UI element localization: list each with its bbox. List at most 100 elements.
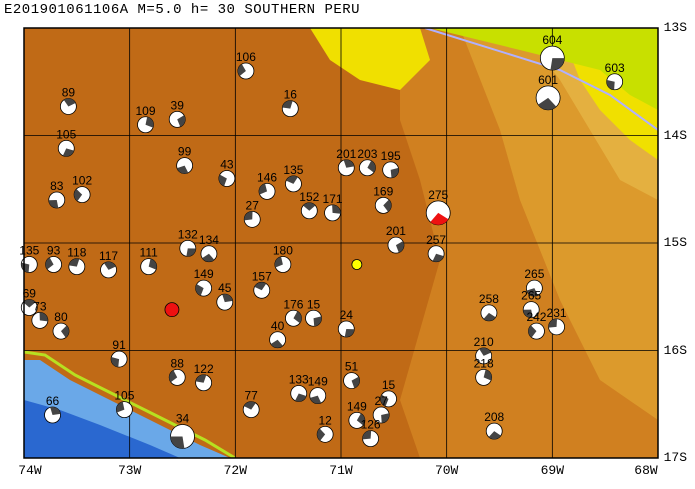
- beachball-compressional-quadrant: [548, 318, 557, 328]
- mechanism-depth-label: 12: [318, 413, 332, 427]
- focal-mechanism: 126: [361, 418, 381, 448]
- beachball-compressional-quadrant: [116, 401, 125, 413]
- focal-mechanism: 69: [20, 287, 38, 316]
- longitude-label: 69W: [540, 463, 565, 478]
- mechanism-depth-label: 88: [171, 356, 185, 370]
- focal-mechanism: 88: [168, 356, 186, 386]
- map-frame: [23, 27, 659, 459]
- focal-mechanism: 27: [372, 394, 390, 424]
- beachball-compressional-quadrant: [332, 204, 341, 214]
- beachball-compressional-quadrant: [526, 288, 538, 297]
- focal-mechanism: 102: [72, 174, 92, 204]
- beachball-compressional-quadrant: [343, 159, 355, 168]
- focal-mechanism: 27: [243, 198, 261, 228]
- mechanism-depth-label: 105: [56, 127, 76, 141]
- focal-mechanism: 40: [269, 319, 287, 349]
- mechanism-depth-label: 275: [428, 188, 448, 202]
- mechanism-depth-label: 218: [474, 356, 494, 370]
- longitude-label: 74W: [18, 463, 42, 478]
- beachball-compressional-quadrant: [303, 202, 316, 211]
- beachball-compressional-quadrant: [45, 257, 54, 270]
- highlighted-event-marker: [164, 302, 180, 318]
- focal-mechanism: 135: [283, 163, 304, 193]
- mechanism-depth-label: 91: [112, 338, 126, 352]
- beachball-compressional-quadrant: [170, 436, 185, 449]
- beachball-compressional-quadrant: [68, 258, 80, 267]
- beachball-compressional-quadrant: [50, 406, 61, 415]
- mechanism-depth-label: 77: [245, 389, 259, 403]
- mechanism-depth-label: 169: [373, 184, 393, 198]
- mechanism-depth-label: 118: [67, 246, 86, 260]
- focal-mechanism: 152: [299, 190, 320, 220]
- mechanism-depth-label: 93: [47, 244, 61, 258]
- mechanism-depth-label: 99: [178, 145, 192, 159]
- focal-mechanism: 66: [44, 394, 61, 424]
- focal-mechanism: 16: [281, 88, 299, 118]
- mechanism-depth-label: 601: [538, 73, 558, 87]
- mechanism-depth-label: 80: [54, 310, 68, 324]
- focal-mechanism: 157: [252, 269, 272, 299]
- mechanism-depth-label: 203: [357, 147, 377, 161]
- focal-mechanism: 133: [289, 373, 309, 402]
- focal-mechanism: 201: [336, 147, 357, 177]
- beachball-compressional-quadrant: [479, 347, 491, 356]
- beachball-compressional-quadrant: [237, 64, 246, 77]
- beachball-compressional-quadrant: [48, 200, 59, 209]
- focal-mechanism: 203: [357, 147, 378, 177]
- longitude-label: 68W: [634, 463, 658, 478]
- focal-mechanism: 122: [194, 362, 214, 392]
- focal-mechanism: 80: [52, 310, 70, 340]
- focal-mechanism: 118: [67, 246, 87, 276]
- beachball-compressional-quadrant: [390, 167, 399, 178]
- focal-mechanism: 258: [479, 292, 499, 322]
- mechanism-depth-label: 109: [136, 104, 156, 118]
- beachball-compressional-quadrant: [356, 413, 365, 426]
- mechanism-depth-label: 126: [361, 418, 381, 432]
- mechanism-depth-label: 133: [289, 373, 309, 387]
- focal-mechanism: 176: [283, 297, 304, 327]
- mechanism-depth-label: 258: [479, 292, 499, 306]
- beachball-compressional-quadrant: [274, 256, 283, 268]
- beachball-compressional-quadrant: [60, 325, 69, 338]
- beachball-compressional-quadrant: [367, 160, 376, 173]
- mechanism-depth-label: 210: [474, 335, 494, 349]
- beachball-compressional-quadrant: [523, 309, 533, 318]
- beachball-compressional-quadrant: [286, 175, 298, 184]
- map-title: E201901061106A M=5.0 h= 30 SOUTHERN PERU: [4, 2, 361, 18]
- beachball-compressional-quadrant: [344, 329, 355, 337]
- focal-mechanism: 146: [257, 170, 277, 200]
- beachball-compressional-quadrant: [148, 258, 157, 270]
- focal-mechanism: 105: [56, 127, 77, 157]
- beachball-compressional-quadrant: [243, 401, 256, 410]
- mechanism-depth-label: 171: [323, 192, 343, 206]
- beachball-compressional-quadrant: [550, 58, 565, 71]
- mechanism-depth-label: 201: [336, 147, 356, 161]
- focal-mechanism: 149: [347, 399, 367, 429]
- mechanism-depth-label: 69: [23, 287, 37, 301]
- beachball-compressional-quadrant: [195, 284, 204, 296]
- mechanism-depth-label: 135: [19, 244, 39, 258]
- mechanism-depth-label: 195: [381, 149, 401, 163]
- beachball-compressional-quadrant: [310, 395, 322, 404]
- focal-mechanism: 73: [31, 299, 49, 329]
- beachball-compressional-quadrant: [177, 165, 189, 174]
- focal-mechanism: 601: [535, 73, 561, 111]
- mechanism-depth-label: 45: [218, 281, 232, 295]
- focal-mechanism: 39: [168, 98, 186, 128]
- mechanism-depth-label: 242: [526, 310, 546, 324]
- mechanism-depth-label: 105: [114, 389, 134, 403]
- mechanism-depth-label: 51: [345, 360, 359, 374]
- beachball-compressional-quadrant: [282, 100, 293, 109]
- mechanism-depth-label: 27: [246, 198, 260, 212]
- mechanism-depth-label: 157: [252, 269, 272, 283]
- mechanism-depth-label: 73: [33, 299, 47, 313]
- focal-mechanism: 180: [273, 244, 293, 273]
- beachball-compressional-quadrant: [293, 311, 302, 324]
- mechanism-depth-label: 102: [72, 174, 92, 188]
- beachball-compressional-quadrant: [538, 97, 557, 110]
- mechanism-depth-label: 257: [426, 233, 446, 247]
- focal-mechanism: 265: [524, 267, 545, 297]
- focal-mechanism: 51: [343, 360, 360, 390]
- latitude-label: 15S: [663, 235, 687, 250]
